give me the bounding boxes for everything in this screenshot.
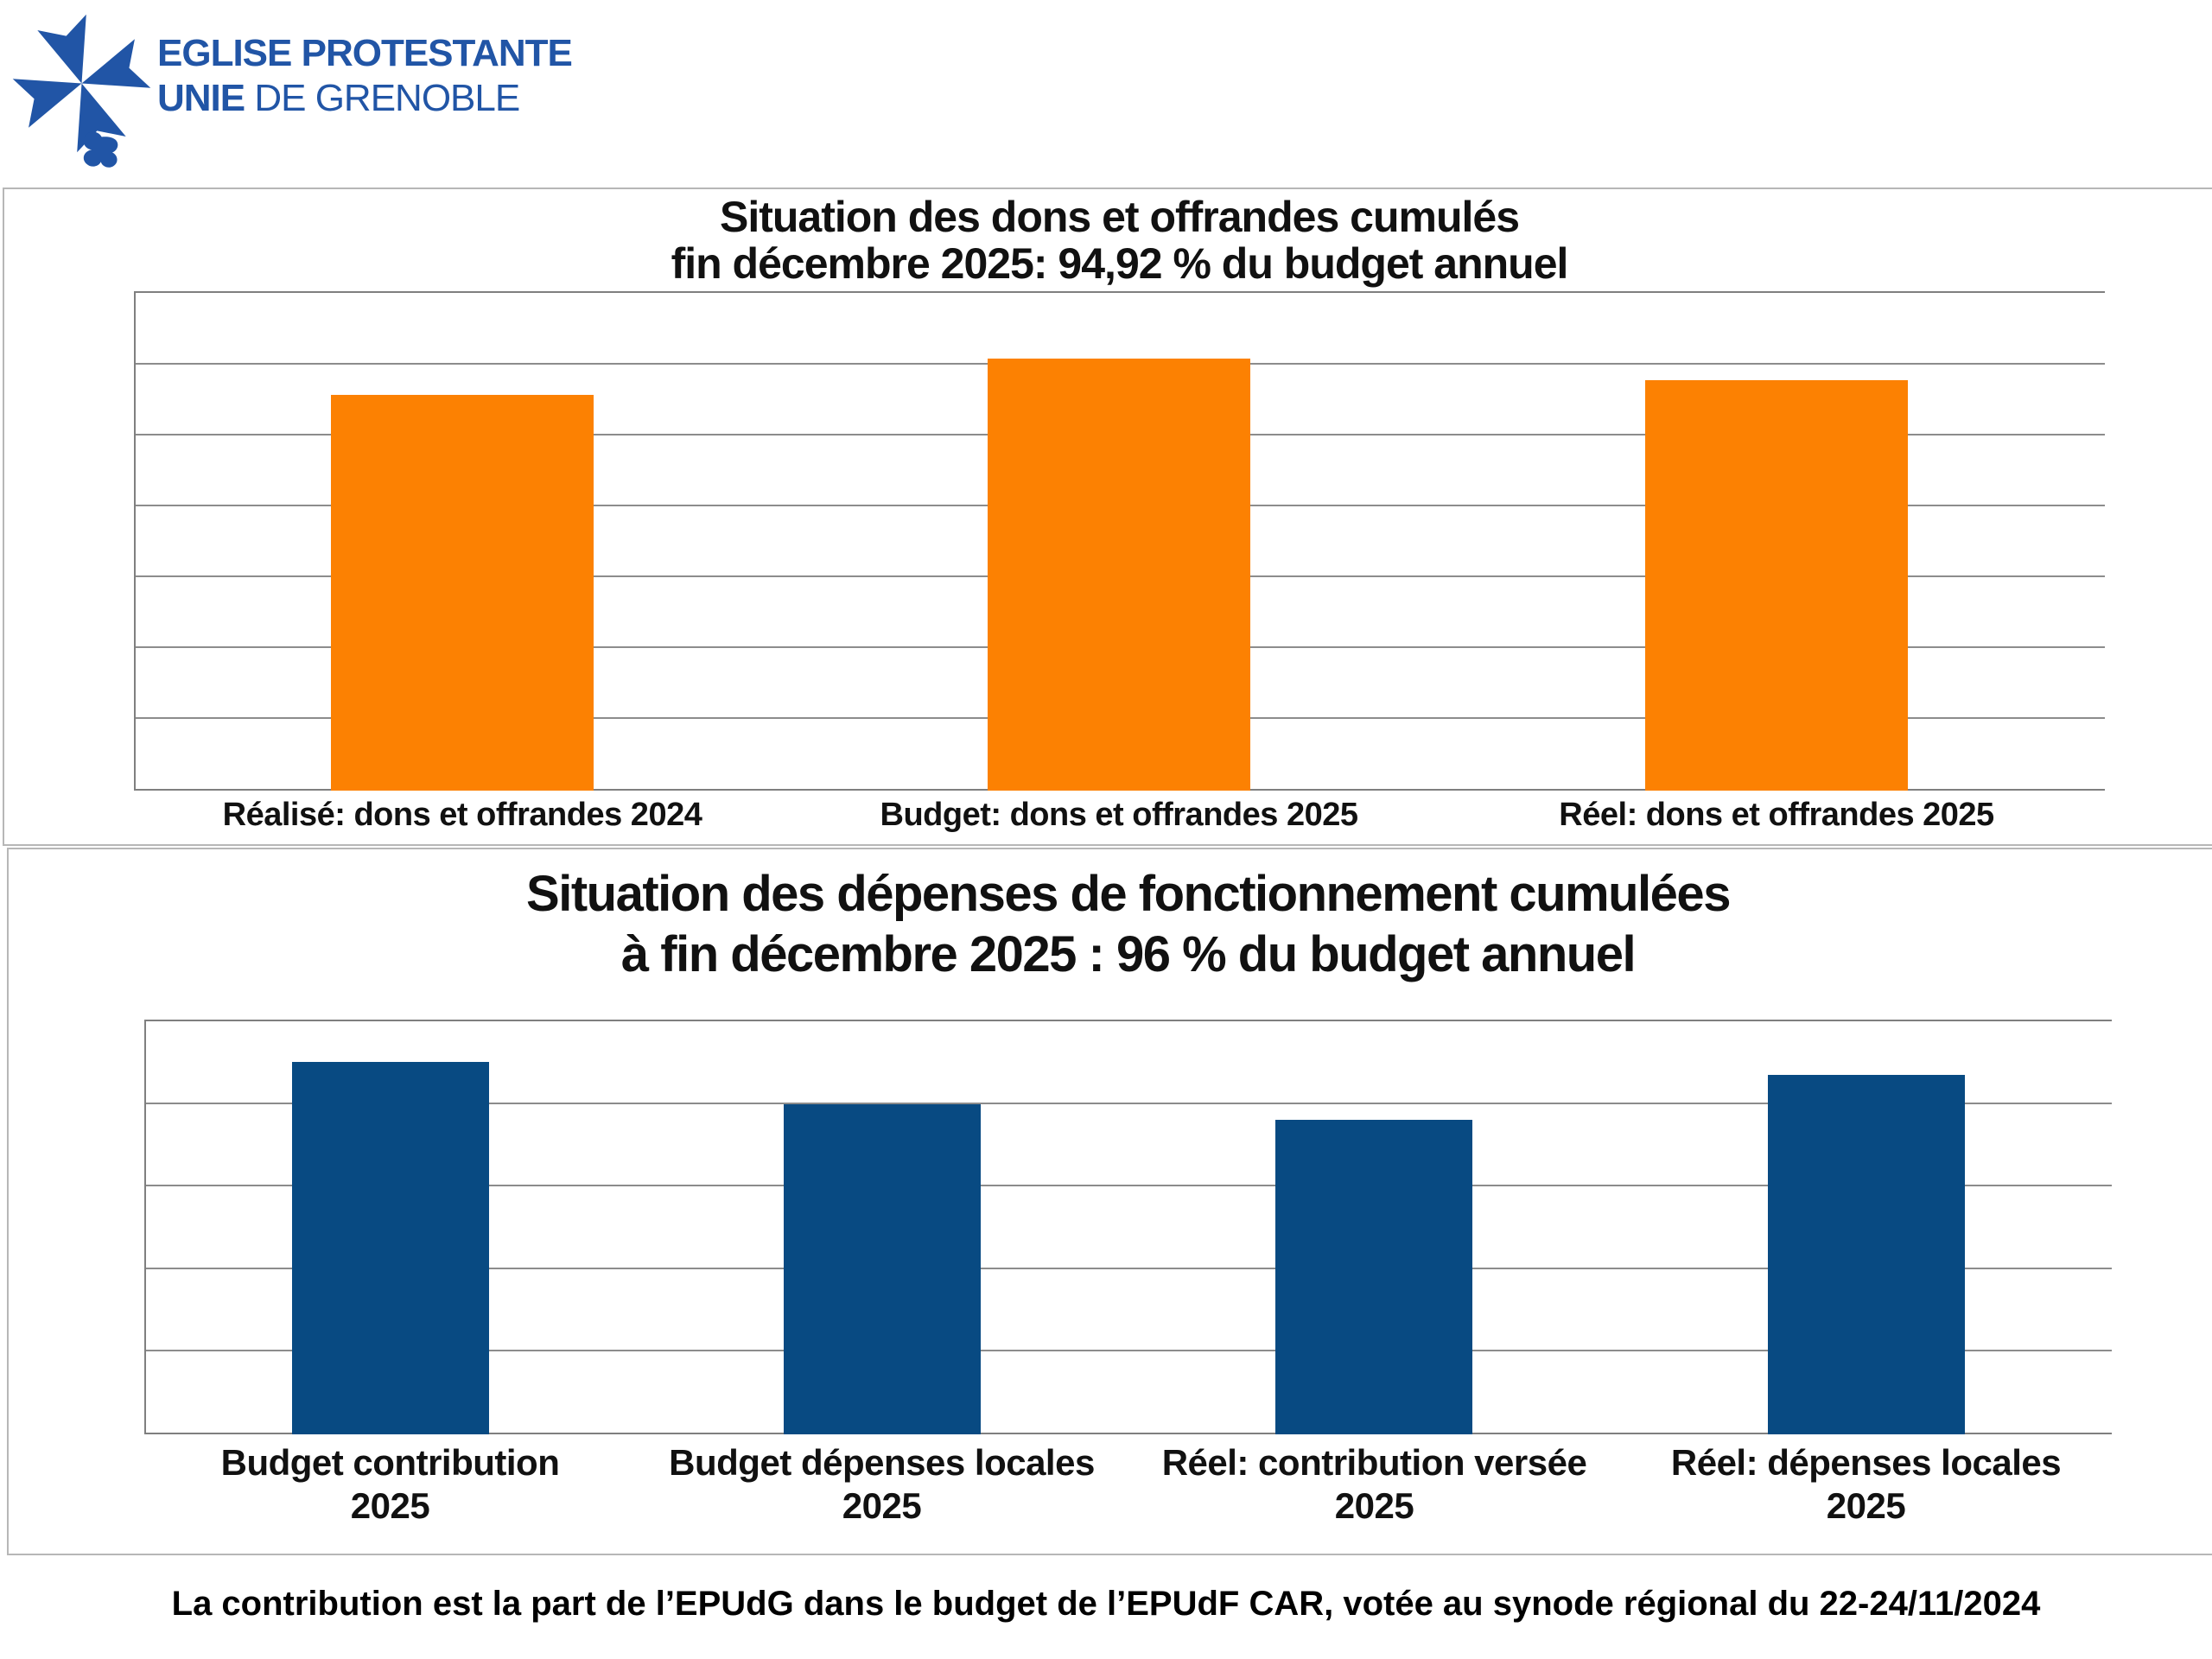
huguenot-cross-icon (12, 14, 151, 168)
bar-1-2 (988, 359, 1250, 791)
gridline (146, 1349, 2112, 1351)
x-axis-label: Réel: dons et offrandes 2025 (1559, 797, 1994, 833)
bar-2-1 (292, 1062, 489, 1434)
gridline (146, 1185, 2112, 1187)
logo-text: EGLISE PROTESTANTE UNIE DE GRENOBLE (157, 31, 573, 121)
bar-2-4 (1768, 1075, 1965, 1434)
gridline (146, 1103, 2112, 1105)
bar-1-3 (1645, 380, 1908, 791)
logo: EGLISE PROTESTANTE UNIE DE GRENOBLE (10, 5, 573, 187)
logo-org-line2-regular: DE GRENOBLE (245, 77, 520, 119)
x-axis-label: Réel: dépenses locales 2025 (1670, 1442, 2062, 1526)
x-axis-label: Réel: contribution versée 2025 (1161, 1442, 1587, 1526)
logo-org-line2-bold: UNIE (157, 77, 245, 119)
logo-org-line1: EGLISE PROTESTANTE (157, 32, 573, 74)
dove-icon (83, 131, 118, 168)
x-axis-label: Réalisé: dons et offrandes 2024 (222, 797, 702, 833)
x-axis-label: Budget contribution 2025 (220, 1442, 560, 1526)
x-axis-label: Budget: dons et offrandes 2025 (880, 797, 1358, 833)
chart-title-dons-offrandes: Situation des dons et offrandes cumulés … (671, 193, 1569, 288)
bar-2-2 (784, 1104, 981, 1434)
chart-title-depenses: Situation des dépenses de fonctionnement… (526, 866, 1731, 982)
footer-note: La contribution est la part de l’EPUdG d… (171, 1585, 2041, 1623)
x-axis-label: Budget dépenses locales 2025 (669, 1442, 1095, 1526)
bar-2-3 (1275, 1120, 1472, 1434)
bar-1-1 (331, 395, 594, 791)
gridline (146, 1267, 2112, 1269)
